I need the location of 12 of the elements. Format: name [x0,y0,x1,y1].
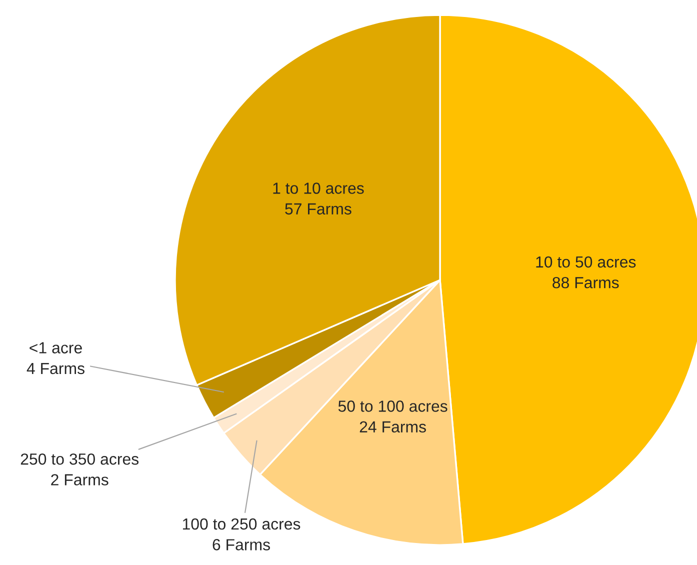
slice-label: 100 to 250 acres [182,518,300,530]
slice-label: 10 to 50 acres [536,256,636,268]
slice-label: <1 acre [30,342,82,354]
data-label: 4 Farms [26,362,84,374]
data-label: 57 Farms [285,203,352,215]
data-label: 88 Farms [552,276,619,288]
data-label: 6 Farms [212,539,270,550]
data-label: 2 Farms [51,474,108,486]
data-label: 24 Farms [360,421,426,433]
slice-label: 1 to 10 acres [273,182,364,194]
slice-label: 250 to 350 acres [20,453,139,465]
slice-label: 50 to 100 acres [338,400,448,412]
